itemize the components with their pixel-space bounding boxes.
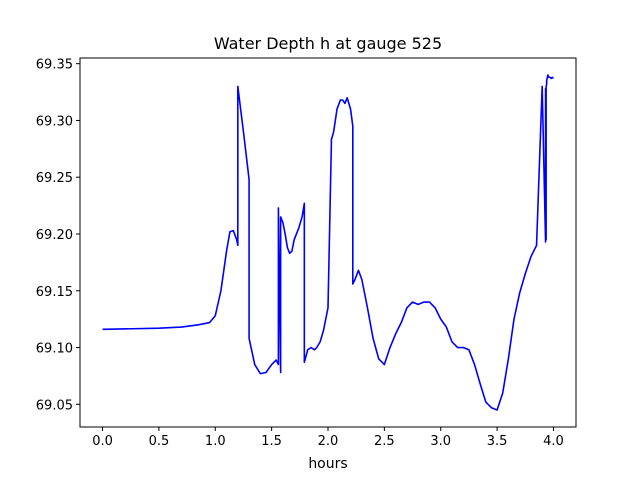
y-axis: 69.05 69.10 69.15 69.20 69.25 69.30 69.35: [36, 58, 80, 413]
y-tick-label: 69.30: [36, 114, 73, 129]
x-tick-label: 1.0: [205, 434, 226, 449]
y-tick-label: 69.20: [36, 228, 73, 243]
water-depth-line: [102, 74, 555, 411]
x-tick-label: 4.0: [543, 434, 564, 449]
y-tick-label: 69.15: [36, 285, 73, 300]
series-layer: [102, 74, 555, 411]
y-tick-label: 69.35: [36, 58, 73, 73]
chart-title: Water Depth h at gauge 525: [214, 34, 442, 53]
x-axis-label: hours: [308, 456, 347, 472]
x-tick-label: 2.5: [374, 434, 395, 449]
x-tick-label: 2.0: [318, 434, 339, 449]
x-axis: 0.0 0.5 1.0 1.5 2.0 2.5 3.0 3.5 4.0: [92, 427, 564, 449]
x-tick-label: 3.5: [487, 434, 508, 449]
y-tick-label: 69.25: [36, 171, 73, 186]
x-tick-label: 0.0: [92, 434, 113, 449]
y-tick-label: 69.05: [36, 398, 73, 413]
x-tick-label: 3.0: [430, 434, 451, 449]
x-tick-label: 0.5: [149, 434, 170, 449]
y-tick-label: 69.10: [36, 342, 73, 357]
x-tick-label: 1.5: [261, 434, 282, 449]
